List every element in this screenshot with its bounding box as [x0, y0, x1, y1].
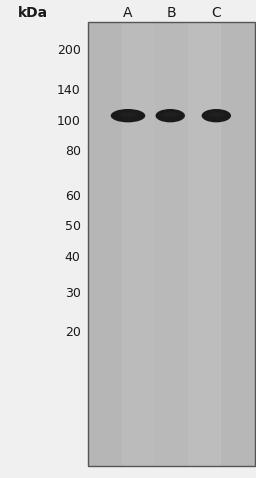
Ellipse shape: [155, 109, 185, 122]
Text: 20: 20: [65, 326, 81, 339]
Text: 140: 140: [57, 84, 81, 98]
Ellipse shape: [208, 112, 225, 117]
Text: 100: 100: [57, 115, 81, 129]
Bar: [122, 22, 155, 466]
Ellipse shape: [202, 109, 231, 122]
Text: A: A: [123, 6, 133, 21]
Bar: [155, 22, 188, 466]
Bar: [221, 22, 255, 466]
Text: 30: 30: [65, 287, 81, 301]
Ellipse shape: [162, 112, 178, 117]
Bar: [88, 22, 122, 466]
Text: kDa: kDa: [18, 6, 48, 21]
Text: B: B: [167, 6, 176, 21]
Text: 60: 60: [65, 190, 81, 204]
Text: 80: 80: [65, 145, 81, 158]
Ellipse shape: [111, 109, 145, 122]
Bar: [188, 22, 221, 466]
Text: C: C: [211, 6, 221, 21]
Text: 50: 50: [65, 219, 81, 233]
Ellipse shape: [119, 112, 137, 117]
Text: 200: 200: [57, 43, 81, 57]
Text: 40: 40: [65, 250, 81, 264]
